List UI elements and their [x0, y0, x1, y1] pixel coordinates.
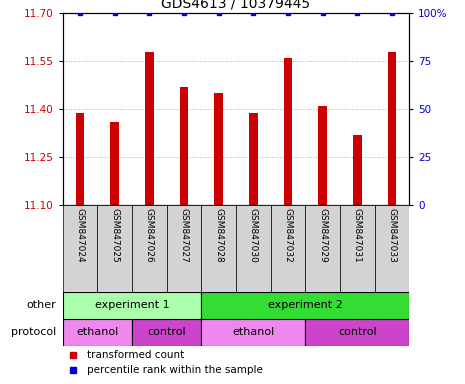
Text: GSM847027: GSM847027 — [179, 208, 188, 263]
Text: GSM847032: GSM847032 — [284, 208, 292, 263]
Bar — [236, 205, 271, 292]
Bar — [201, 292, 409, 319]
Text: other: other — [26, 300, 56, 310]
Bar — [249, 113, 258, 205]
Text: transformed count: transformed count — [87, 350, 184, 360]
Text: GSM847029: GSM847029 — [318, 208, 327, 263]
Bar — [201, 205, 236, 292]
Text: GSM847028: GSM847028 — [214, 208, 223, 263]
Bar — [284, 58, 292, 205]
Bar — [271, 205, 305, 292]
Bar — [305, 319, 409, 346]
Text: ethanol: ethanol — [232, 327, 274, 337]
Bar — [167, 205, 201, 292]
Bar — [214, 93, 223, 205]
Text: GSM847025: GSM847025 — [110, 208, 119, 263]
Bar — [305, 205, 340, 292]
Bar — [63, 292, 201, 319]
Bar — [201, 319, 305, 346]
Text: experiment 2: experiment 2 — [268, 300, 343, 310]
Text: control: control — [338, 327, 377, 337]
Bar — [98, 205, 132, 292]
Text: percentile rank within the sample: percentile rank within the sample — [87, 366, 263, 376]
Bar — [145, 52, 154, 205]
Bar — [340, 205, 374, 292]
Bar — [318, 106, 327, 205]
Text: protocol: protocol — [11, 327, 56, 337]
Title: GDS4613 / 10379445: GDS4613 / 10379445 — [161, 0, 311, 11]
Bar — [63, 319, 132, 346]
Text: ethanol: ethanol — [76, 327, 119, 337]
Bar — [76, 113, 85, 205]
Text: GSM847030: GSM847030 — [249, 208, 258, 263]
Text: GSM847031: GSM847031 — [353, 208, 362, 263]
Bar — [63, 205, 98, 292]
Bar — [387, 52, 396, 205]
Bar — [353, 135, 362, 205]
Text: experiment 1: experiment 1 — [95, 300, 169, 310]
Bar — [179, 87, 188, 205]
Text: GSM847033: GSM847033 — [387, 208, 396, 263]
Bar — [110, 122, 119, 205]
Text: GSM847024: GSM847024 — [76, 208, 85, 263]
Bar — [375, 205, 409, 292]
Bar — [132, 205, 166, 292]
Text: control: control — [147, 327, 186, 337]
Text: GSM847026: GSM847026 — [145, 208, 154, 263]
Bar — [132, 319, 201, 346]
